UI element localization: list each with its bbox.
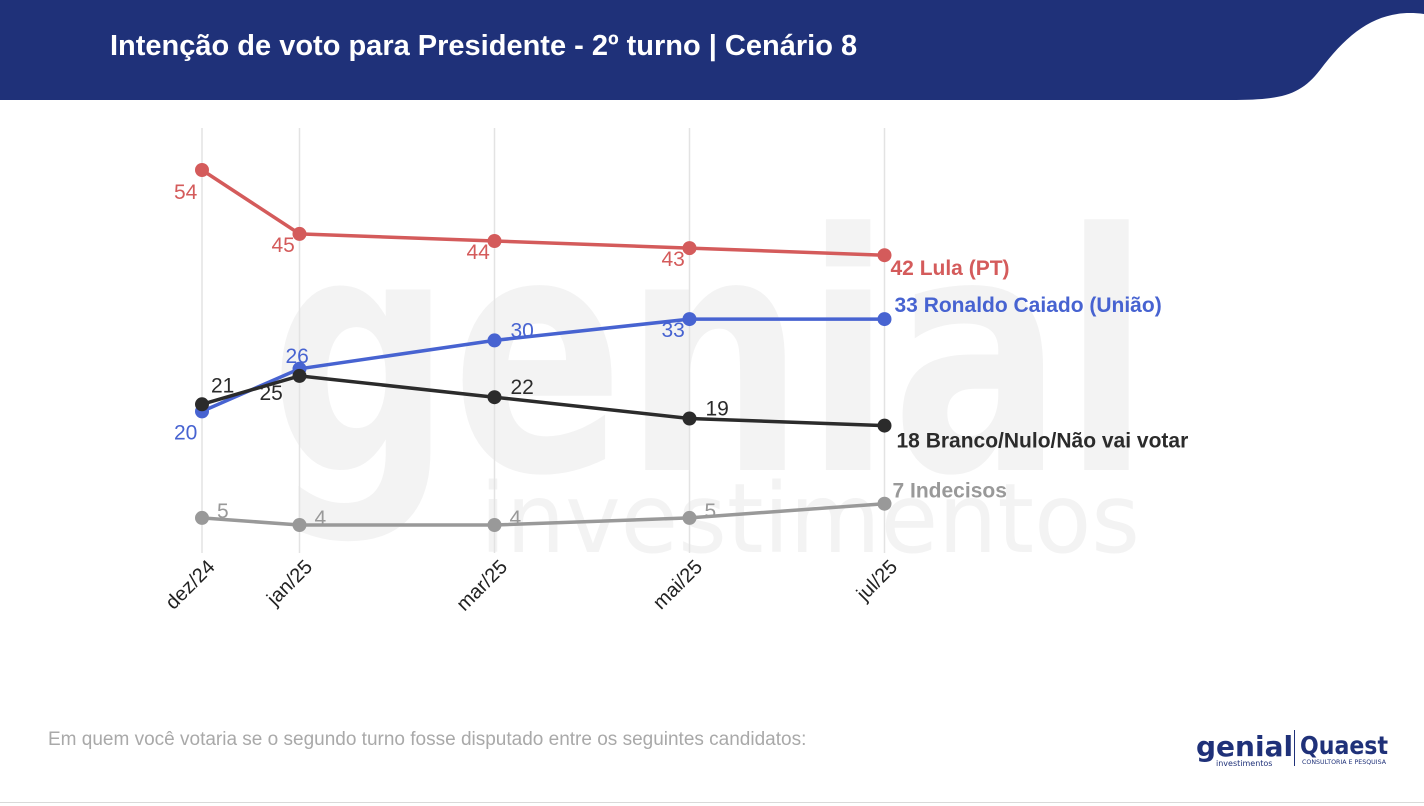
logo-divider <box>1294 730 1295 766</box>
data-label: 20 <box>174 421 197 444</box>
genial-logo-sub: investimentos <box>1216 759 1272 768</box>
data-point <box>195 163 209 177</box>
series-end-label: 33 Ronaldo Caiado (União) <box>895 294 1162 317</box>
data-label: 30 <box>511 319 534 342</box>
series-end-label: 42 Lula (PT) <box>891 257 1010 280</box>
x-tick-label: jan/25 <box>262 556 317 611</box>
data-point <box>877 418 892 433</box>
data-point <box>682 241 697 256</box>
data-label: 45 <box>272 234 295 257</box>
genial-logo: genial <box>1196 730 1293 763</box>
brand-logos: genial investimentos Quaest CONSULTORIA … <box>1196 730 1388 768</box>
data-point <box>877 312 892 327</box>
header-band <box>0 0 1424 100</box>
data-point <box>682 312 697 327</box>
data-point <box>487 333 502 348</box>
series-line <box>201 374 885 428</box>
data-label: 43 <box>662 248 685 271</box>
data-point <box>877 496 892 511</box>
data-point <box>682 411 697 426</box>
data-point <box>877 248 892 263</box>
quaest-logo: Quaest <box>1300 731 1388 760</box>
x-tick-label: dez/24 <box>162 556 220 614</box>
data-label: 5 <box>217 500 229 523</box>
data-point <box>487 518 502 532</box>
data-label: 21 <box>211 374 234 397</box>
data-point <box>292 518 307 532</box>
data-point <box>487 390 502 405</box>
data-label: 26 <box>286 345 309 368</box>
data-point <box>195 510 209 525</box>
data-label: 19 <box>706 398 729 421</box>
data-point <box>682 510 697 525</box>
series-end-label: 18 Branco/Nulo/Não vai votar <box>897 430 1189 453</box>
series-end-label: 7 Indecisos <box>893 480 1007 503</box>
data-label: 44 <box>467 241 491 264</box>
page-title: Intenção de voto para Presidente - 2º tu… <box>110 30 858 62</box>
bottom-rule <box>0 802 1424 803</box>
data-label: 25 <box>260 382 283 405</box>
data-point <box>487 234 502 248</box>
data-point <box>292 226 307 241</box>
quaest-logo-sub: CONSULTORIA E PESQUISA <box>1302 759 1387 766</box>
footnote: Em quem você votaria se o segundo turno … <box>48 729 807 750</box>
data-label: 5 <box>705 500 717 523</box>
data-label: 33 <box>662 319 685 342</box>
data-label: 54 <box>174 181 198 204</box>
data-label: 22 <box>511 376 534 399</box>
data-label: 4 <box>510 507 522 530</box>
series-line <box>201 168 885 257</box>
x-tick-label: mar/25 <box>452 556 512 616</box>
x-tick-label: jul/25 <box>852 556 902 606</box>
data-label: 4 <box>315 507 327 530</box>
data-point <box>195 397 209 412</box>
x-tick-label: mai/25 <box>649 556 707 614</box>
data-point <box>292 368 307 383</box>
